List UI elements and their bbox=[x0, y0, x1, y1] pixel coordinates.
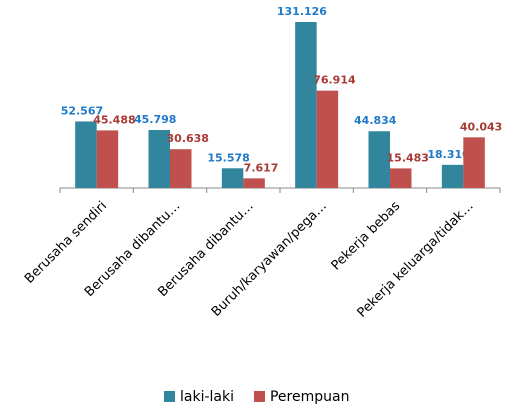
value-label: 15.578 bbox=[207, 151, 249, 164]
value-label: 52.567 bbox=[61, 104, 103, 117]
legend-swatch bbox=[253, 391, 265, 402]
x-tick-label: Pekerja keluarga/tidak… bbox=[355, 199, 477, 321]
bar bbox=[148, 130, 170, 188]
value-label: 131.126 bbox=[277, 5, 327, 18]
value-label: 30.638 bbox=[167, 132, 209, 145]
value-label: 15.483 bbox=[387, 151, 429, 164]
bar bbox=[96, 130, 119, 188]
value-label: 76.914 bbox=[313, 74, 356, 87]
legend-swatch bbox=[164, 391, 175, 402]
value-label: 44.834 bbox=[354, 114, 397, 127]
value-label: 40.043 bbox=[460, 120, 502, 133]
bar bbox=[368, 131, 390, 188]
bar bbox=[243, 178, 265, 188]
bar bbox=[295, 22, 317, 188]
bar bbox=[390, 168, 412, 188]
bar bbox=[221, 168, 244, 188]
bar bbox=[316, 90, 339, 188]
legend-label: laki-laki bbox=[180, 389, 234, 405]
bar bbox=[170, 149, 192, 188]
x-tick-label: Pekerja bebas bbox=[329, 199, 404, 274]
bar bbox=[441, 164, 464, 188]
value-label: 7.617 bbox=[244, 161, 279, 174]
value-label: 45.798 bbox=[134, 113, 176, 126]
legend-label: Perempuan bbox=[270, 389, 349, 405]
bar bbox=[75, 121, 97, 188]
bar bbox=[463, 137, 485, 188]
value-label: 18.310 bbox=[427, 148, 470, 161]
value-label: 45.488 bbox=[93, 113, 135, 126]
